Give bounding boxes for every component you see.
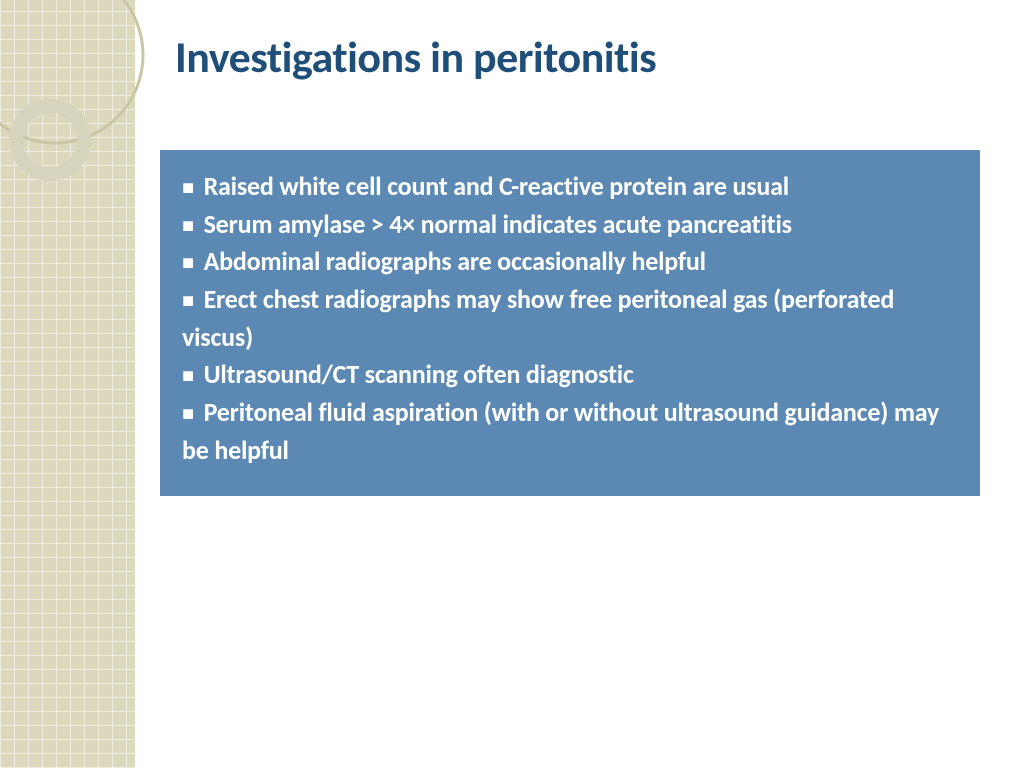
bullet-text: Peritoneal fluid aspiration (with or wit… [182, 396, 939, 466]
bullet-item: ■ Erect chest radiographs may show free … [182, 281, 958, 356]
bullet-text: Raised white cell count and C-reactive p… [204, 170, 789, 202]
slide-title: Investigations in peritonitis [175, 30, 656, 84]
bullet-text: Abdominal radiographs are occasionally h… [204, 245, 706, 277]
bullet-text: Serum amylase > 4× normal indicates acut… [204, 208, 792, 240]
bullet-item: ■ Peritoneal fluid aspiration (with or w… [182, 394, 958, 469]
square-bullet-icon: ■ [182, 362, 194, 391]
bullet-item: ■ Ultrasound/CT scanning often diagnosti… [182, 356, 958, 394]
square-bullet-icon: ■ [182, 212, 194, 241]
bullet-item: ■ Raised white cell count and C-reactive… [182, 168, 958, 206]
square-bullet-icon: ■ [182, 174, 194, 203]
decorative-sidebar [0, 0, 135, 768]
square-bullet-icon: ■ [182, 287, 194, 316]
square-bullet-icon: ■ [182, 249, 194, 278]
bullet-text: Ultrasound/CT scanning often diagnostic [204, 358, 634, 390]
bullet-item: ■ Abdominal radiographs are occasionally… [182, 243, 958, 281]
bullet-item: ■ Serum amylase > 4× normal indicates ac… [182, 206, 958, 244]
bullet-text: Erect chest radiographs may show free pe… [182, 283, 894, 353]
square-bullet-icon: ■ [182, 400, 194, 429]
content-box: ■ Raised white cell count and C-reactive… [160, 150, 980, 496]
